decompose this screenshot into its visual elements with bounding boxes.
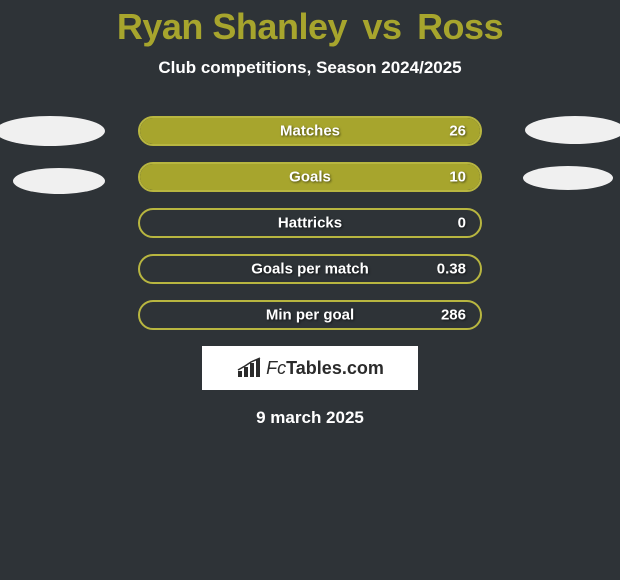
stat-label: Goals [289, 169, 331, 186]
stat-label: Matches [280, 123, 340, 140]
ellipse-left-0 [0, 116, 105, 146]
stat-label: Goals per match [251, 261, 369, 278]
ellipse-right-1 [523, 166, 613, 190]
subtitle: Club competitions, Season 2024/2025 [0, 58, 620, 78]
stat-row: Hattricks 0 [138, 208, 482, 238]
page-title: Ryan Shanley vs Ross [0, 6, 620, 48]
player1-ellipses [0, 116, 115, 216]
title-player2: Ross [417, 6, 503, 47]
logo-text: FcTables.com [266, 358, 384, 379]
comparison-card: Ryan Shanley vs Ross Club competitions, … [0, 0, 620, 428]
stat-value: 286 [441, 307, 466, 324]
ellipse-right-0 [525, 116, 620, 144]
stat-row: Goals per match 0.38 [138, 254, 482, 284]
title-vs: vs [363, 6, 402, 47]
logo-main: Tables [286, 358, 342, 378]
bars-icon [236, 357, 262, 379]
stat-value: 0.38 [437, 261, 466, 278]
stat-value: 26 [449, 123, 466, 140]
stat-value: 10 [449, 169, 466, 186]
chart-area: Matches 26 Goals 10 Hattricks 0 Goals per matc… [0, 116, 620, 330]
stat-row: Goals 10 [138, 162, 482, 192]
stat-bars: Matches 26 Goals 10 Hattricks 0 Goals per matc… [138, 116, 482, 330]
date: 9 march 2025 [0, 408, 620, 428]
logo-prefix: Fc [266, 358, 286, 378]
stat-label: Min per goal [266, 307, 354, 324]
title-player1: Ryan Shanley [117, 6, 347, 47]
stat-row: Min per goal 286 [138, 300, 482, 330]
stat-label: Hattricks [278, 215, 342, 232]
stat-row: Matches 26 [138, 116, 482, 146]
player2-ellipses [505, 116, 620, 212]
ellipse-left-1 [13, 168, 105, 194]
stat-value: 0 [458, 215, 466, 232]
logo-suffix: .com [342, 358, 384, 378]
fctables-logo: FcTables.com [202, 346, 418, 390]
